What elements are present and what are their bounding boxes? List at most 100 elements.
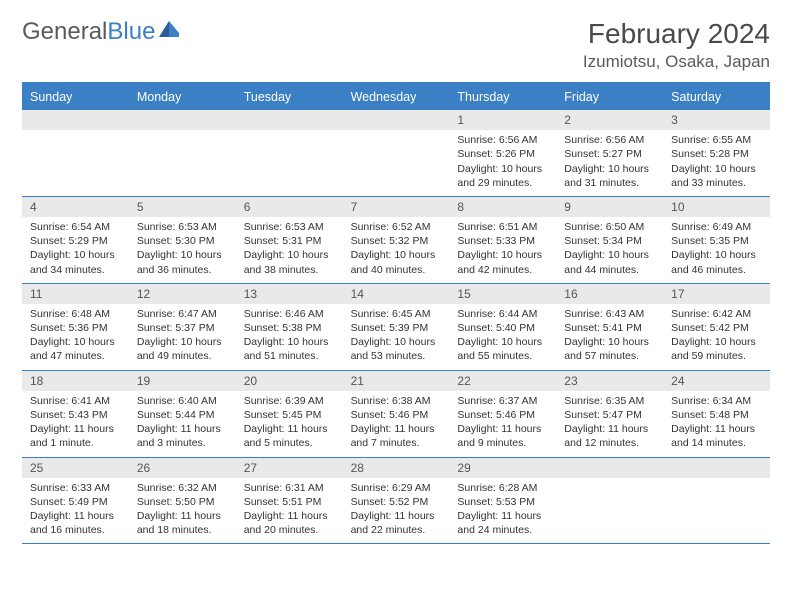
day-body: Sunrise: 6:53 AMSunset: 5:31 PMDaylight:… (236, 217, 343, 283)
day-cell: 16Sunrise: 6:43 AMSunset: 5:41 PMDayligh… (556, 284, 663, 370)
day-cell: 14Sunrise: 6:45 AMSunset: 5:39 PMDayligh… (343, 284, 450, 370)
sunrise: Sunrise: 6:52 AM (351, 220, 442, 234)
day-number: 3 (663, 110, 770, 130)
daylight: Daylight: 10 hours and 40 minutes. (351, 248, 442, 276)
daylight: Daylight: 10 hours and 33 minutes. (671, 162, 762, 190)
sunrise: Sunrise: 6:51 AM (457, 220, 548, 234)
day-number: 28 (343, 458, 450, 478)
sunrise: Sunrise: 6:53 AM (137, 220, 228, 234)
day-number: 17 (663, 284, 770, 304)
day-cell: 29 Sunrise: 6:28 AMSunset: 5:53 PMDayligh… (449, 458, 556, 544)
day-number: 16 (556, 284, 663, 304)
sunrise: Sunrise: 6:29 AM (351, 481, 442, 495)
day-cell: 17Sunrise: 6:42 AMSunset: 5:42 PMDayligh… (663, 284, 770, 370)
daylight: Daylight: 10 hours and 59 minutes. (671, 335, 762, 363)
day-cell: 22Sunrise: 6:37 AMSunset: 5:46 PMDayligh… (449, 371, 556, 457)
sunrise: Sunrise: 6:54 AM (30, 220, 121, 234)
day-number: 6 (236, 197, 343, 217)
logo-word-1: General (22, 18, 107, 45)
sunrise: Sunrise: 6:34 AM (671, 394, 762, 408)
sunset: Sunset: 5:46 PM (457, 408, 548, 422)
day-body: Sunrise: 6:50 AMSunset: 5:34 PMDaylight:… (556, 217, 663, 283)
sunrise: Sunrise: 6:41 AM (30, 394, 121, 408)
daylight: Daylight: 10 hours and 36 minutes. (137, 248, 228, 276)
daylight: Daylight: 10 hours and 49 minutes. (137, 335, 228, 363)
day-body: Sunrise: 6:42 AMSunset: 5:42 PMDaylight:… (663, 304, 770, 370)
weekday-monday: Monday (129, 84, 236, 110)
sunrise: Sunrise: 6:28 AM (457, 481, 548, 495)
daylight: Daylight: 10 hours and 53 minutes. (351, 335, 442, 363)
sunset: Sunset: 5:42 PM (671, 321, 762, 335)
day-number: 23 (556, 371, 663, 391)
daylight: Daylight: 10 hours and 51 minutes. (244, 335, 335, 363)
sunrise: Sunrise: 6:45 AM (351, 307, 442, 321)
sunset: Sunset: 5:26 PM (457, 147, 548, 161)
daylight: Daylight: 11 hours and 7 minutes. (351, 422, 442, 450)
weekday-friday: Friday (556, 84, 663, 110)
sunrise: Sunrise: 6:31 AM (244, 481, 335, 495)
sunrise: Sunrise: 6:39 AM (244, 394, 335, 408)
day-cell: 21Sunrise: 6:38 AMSunset: 5:46 PMDayligh… (343, 371, 450, 457)
day-body: Sunrise: 6:38 AMSunset: 5:46 PMDaylight:… (343, 391, 450, 457)
sunrise: Sunrise: 6:55 AM (671, 133, 762, 147)
sunset: Sunset: 5:35 PM (671, 234, 762, 248)
sunset: Sunset: 5:31 PM (244, 234, 335, 248)
week-row: 11Sunrise: 6:48 AMSunset: 5:36 PMDayligh… (22, 284, 770, 371)
day-number (663, 458, 770, 478)
sunset: Sunset: 5:36 PM (30, 321, 121, 335)
sunrise: Sunrise: 6:42 AM (671, 307, 762, 321)
day-cell: 4Sunrise: 6:54 AMSunset: 5:29 PMDaylight… (22, 197, 129, 283)
day-number: 29 (449, 458, 556, 478)
day-cell: 1Sunrise: 6:56 AMSunset: 5:26 PMDaylight… (449, 110, 556, 196)
day-number: 26 (129, 458, 236, 478)
day-body: Sunrise: 6:46 AMSunset: 5:38 PMDaylight:… (236, 304, 343, 370)
sunset: Sunset: 5:53 PM (457, 495, 548, 509)
day-number: 22 (449, 371, 556, 391)
day-number: 10 (663, 197, 770, 217)
sunrise: Sunrise: 6:56 AM (564, 133, 655, 147)
day-body: Sunrise: 6:40 AMSunset: 5:44 PMDaylight:… (129, 391, 236, 457)
day-cell: 28Sunrise: 6:29 AMSunset: 5:52 PMDayligh… (343, 458, 450, 544)
daylight: Daylight: 10 hours and 47 minutes. (30, 335, 121, 363)
day-body: Sunrise: 6:33 AMSunset: 5:49 PMDaylight:… (22, 478, 129, 544)
day-cell: 27Sunrise: 6:31 AMSunset: 5:51 PMDayligh… (236, 458, 343, 544)
day-body: Sunrise: 6:35 AMSunset: 5:47 PMDaylight:… (556, 391, 663, 457)
day-body: Sunrise: 6:51 AMSunset: 5:33 PMDaylight:… (449, 217, 556, 283)
day-cell: 19Sunrise: 6:40 AMSunset: 5:44 PMDayligh… (129, 371, 236, 457)
sunrise: Sunrise: 6:49 AM (671, 220, 762, 234)
day-number: 11 (22, 284, 129, 304)
daylight: Daylight: 11 hours and 18 minutes. (137, 509, 228, 537)
day-number: 18 (22, 371, 129, 391)
sunrise: Sunrise: 6:46 AM (244, 307, 335, 321)
day-number: 20 (236, 371, 343, 391)
day-cell (22, 110, 129, 196)
logo-text: GeneralBlue (22, 18, 155, 46)
day-number (129, 110, 236, 130)
day-body: Sunrise: 6:32 AMSunset: 5:50 PMDaylight:… (129, 478, 236, 544)
sunset: Sunset: 5:41 PM (564, 321, 655, 335)
day-body: Sunrise: 6:56 AMSunset: 5:26 PMDaylight:… (449, 130, 556, 196)
day-cell: 3Sunrise: 6:55 AMSunset: 5:28 PMDaylight… (663, 110, 770, 196)
daylight: Daylight: 11 hours and 12 minutes. (564, 422, 655, 450)
daylight: Daylight: 11 hours and 5 minutes. (244, 422, 335, 450)
sunset: Sunset: 5:29 PM (30, 234, 121, 248)
day-number: 7 (343, 197, 450, 217)
sunrise: Sunrise: 6:40 AM (137, 394, 228, 408)
daylight: Daylight: 10 hours and 42 minutes. (457, 248, 548, 276)
sunset: Sunset: 5:48 PM (671, 408, 762, 422)
daylight: Daylight: 10 hours and 38 minutes. (244, 248, 335, 276)
sunrise: Sunrise: 6:37 AM (457, 394, 548, 408)
day-body: Sunrise: 6:55 AMSunset: 5:28 PMDaylight:… (663, 130, 770, 196)
day-number: 2 (556, 110, 663, 130)
day-number: 25 (22, 458, 129, 478)
daylight: Daylight: 11 hours and 24 minutes. (457, 509, 548, 537)
week-row: 4Sunrise: 6:54 AMSunset: 5:29 PMDaylight… (22, 197, 770, 284)
day-number: 12 (129, 284, 236, 304)
day-body: Sunrise: 6:45 AMSunset: 5:39 PMDaylight:… (343, 304, 450, 370)
day-body: Sunrise: 6:31 AMSunset: 5:51 PMDaylight:… (236, 478, 343, 544)
day-number: 14 (343, 284, 450, 304)
day-cell (663, 458, 770, 544)
day-body: Sunrise: 6:29 AMSunset: 5:52 PMDaylight:… (343, 478, 450, 544)
sunrise: Sunrise: 6:53 AM (244, 220, 335, 234)
sunset: Sunset: 5:44 PM (137, 408, 228, 422)
